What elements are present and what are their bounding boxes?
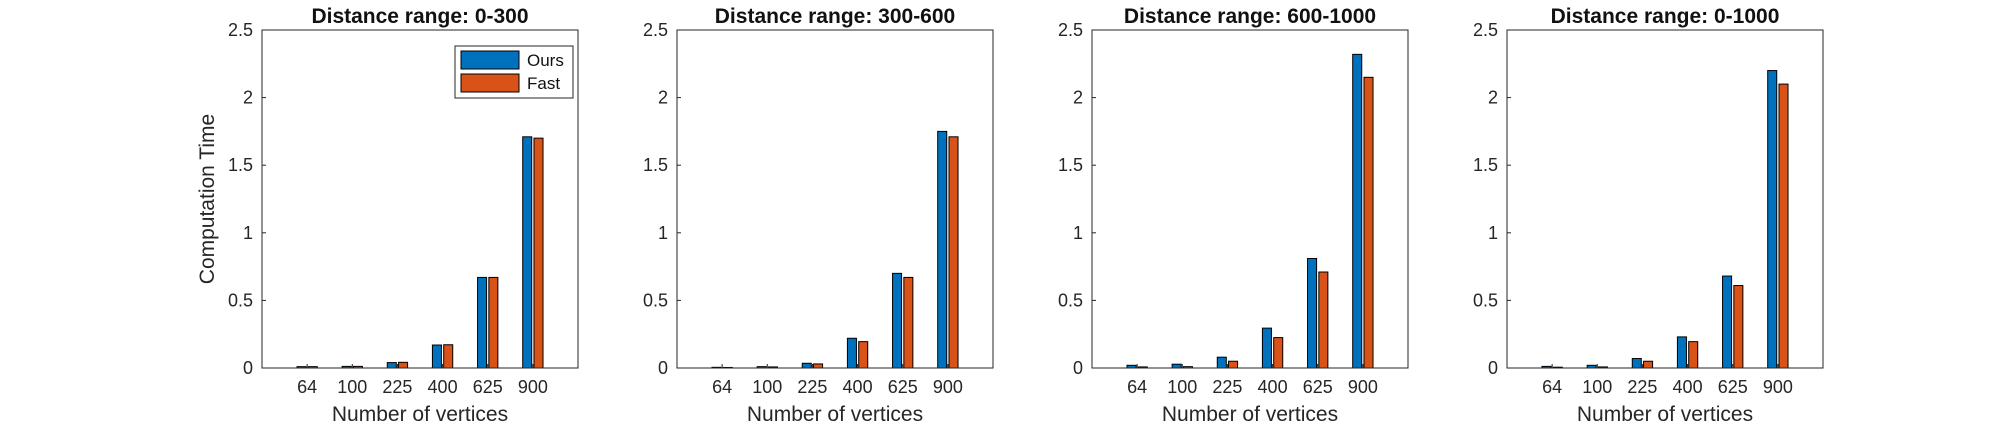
chart-3-ytick-label: 2.5 <box>1473 20 1498 40</box>
chart-3-bar-ours-225 <box>1631 358 1642 369</box>
chart-1-bar-fast-225 <box>813 363 824 369</box>
chart-0-bar-fast-400 <box>443 344 454 369</box>
chart-0-xtick-label: 225 <box>382 377 412 397</box>
chart-1-xtick-label: 225 <box>797 377 827 397</box>
chart-1-ytick-label: 0.5 <box>643 290 668 310</box>
chart-2-bar-fast-625 <box>1318 271 1329 369</box>
chart-0-legend-label-ours: Ours <box>527 51 564 70</box>
chart-1-xtick-label: 100 <box>752 377 782 397</box>
chart-2-title: Distance range: 600-1000 <box>1124 5 1376 28</box>
chart-3-xtick-label: 625 <box>1718 377 1748 397</box>
chart-2-xtick-label: 64 <box>1127 377 1147 397</box>
chart-0-bar-ours-625 <box>477 276 488 369</box>
chart-2-bar-ours-625 <box>1307 257 1318 369</box>
chart-2-xtick-label: 100 <box>1167 377 1197 397</box>
chart-0-ytick-label: 2 <box>243 88 253 108</box>
chart-3-ytick-label: 2 <box>1488 88 1498 108</box>
chart-3-xtick-label: 100 <box>1582 377 1612 397</box>
chart-0-xtick-label: 100 <box>337 377 367 397</box>
chart-1-bar-fast-900 <box>948 136 959 369</box>
chart-3-bar-fast-625 <box>1733 285 1744 369</box>
chart-0-xtick-label: 900 <box>518 377 548 397</box>
chart-1-ytick-label: 1 <box>658 223 668 243</box>
chart-1-ytick-label: 1.5 <box>643 155 668 175</box>
chart-2-bar-ours-400 <box>1261 327 1272 369</box>
chart-1-ytick-label: 0 <box>658 358 668 378</box>
chart-3-axes-box <box>1506 29 1824 369</box>
chart-1-ytick-label: 2.5 <box>643 20 668 40</box>
chart-0-bar-fast-900 <box>533 137 544 369</box>
chart-3-bar-ours-400 <box>1676 336 1687 369</box>
chart-1-ytick-label: 2 <box>658 88 668 108</box>
chart-3-ytick-label: 0.5 <box>1473 290 1498 310</box>
chart-2-ytick-label: 2.5 <box>1058 20 1083 40</box>
chart-0-ytick-label: 2.5 <box>228 20 253 40</box>
chart-2-xtick-label: 400 <box>1258 377 1288 397</box>
chart-0-axes-box <box>261 29 579 369</box>
chart-3-xtick-label: 400 <box>1673 377 1703 397</box>
chart-1-x-axis-label: Number of vertices <box>747 403 923 426</box>
chart-2-ytick-label: 1 <box>1073 223 1083 243</box>
chart-0-ytick-label: 0.5 <box>228 290 253 310</box>
chart-0-y-axis-label: Computation Time <box>196 114 219 284</box>
chart-1-xtick-label: 400 <box>843 377 873 397</box>
chart-2-axes-box <box>1091 29 1409 369</box>
chart-2-ytick-label: 2 <box>1073 88 1083 108</box>
chart-1-bar-fast-400 <box>858 341 869 369</box>
chart-0-legend-label-fast: Fast <box>527 74 560 93</box>
chart-2-xtick-label: 900 <box>1348 377 1378 397</box>
chart-2-bar-ours-225 <box>1216 356 1227 369</box>
chart-3-xtick-label: 225 <box>1627 377 1657 397</box>
chart-3-bar-ours-900 <box>1767 70 1778 369</box>
chart-0-bar-ours-225 <box>386 362 397 369</box>
chart-2-bar-ours-100 <box>1171 363 1182 369</box>
chart-3-x-axis-label: Number of vertices <box>1577 403 1753 426</box>
chart-0-legend-swatch-fast <box>460 73 520 93</box>
chart-1-axes-box <box>676 29 994 369</box>
chart-3-ytick-label: 1.5 <box>1473 155 1498 175</box>
chart-3-ytick-label: 1 <box>1488 223 1498 243</box>
chart-0-xtick-label: 64 <box>297 377 317 397</box>
chart-3-title: Distance range: 0-1000 <box>1551 5 1780 28</box>
chart-0-bar-ours-900 <box>522 136 533 369</box>
chart-2-ytick-label: 0.5 <box>1058 290 1083 310</box>
chart-1-xtick-label: 64 <box>712 377 732 397</box>
chart-2-xtick-label: 225 <box>1212 377 1242 397</box>
chart-1-bar-ours-625 <box>892 272 903 369</box>
chart-0-title: Distance range: 0-300 <box>311 5 528 28</box>
chart-0-bar-fast-625 <box>488 276 499 369</box>
chart-2-bar-fast-225 <box>1228 360 1239 369</box>
chart-3-xtick-label: 900 <box>1763 377 1793 397</box>
chart-2-ytick-label: 1.5 <box>1058 155 1083 175</box>
chart-3-ytick-label: 0 <box>1488 358 1498 378</box>
chart-0-legend-swatch-ours <box>460 50 520 70</box>
chart-1-bar-ours-900 <box>937 130 948 369</box>
chart-1-bar-ours-400 <box>846 337 857 369</box>
chart-0-ytick-label: 0 <box>243 358 253 378</box>
chart-3-xtick-label: 64 <box>1542 377 1562 397</box>
chart-2-x-axis-label: Number of vertices <box>1162 403 1338 426</box>
chart-3-bar-fast-225 <box>1643 360 1654 369</box>
chart-2-bar-ours-900 <box>1352 53 1363 369</box>
chart-2-bar-fast-400 <box>1273 337 1284 369</box>
chart-2-bar-fast-900 <box>1363 76 1374 369</box>
chart-2-ytick-label: 0 <box>1073 358 1083 378</box>
chart-1-title: Distance range: 300-600 <box>715 5 955 28</box>
chart-3-bar-ours-625 <box>1722 275 1733 369</box>
chart-1-bar-ours-225 <box>801 362 812 369</box>
chart-0-xtick-label: 400 <box>428 377 458 397</box>
chart-0-xtick-label: 625 <box>473 377 503 397</box>
chart-0-x-axis-label: Number of vertices <box>332 403 508 426</box>
chart-0-bar-ours-400 <box>431 344 442 369</box>
chart-0-bar-fast-225 <box>398 361 409 369</box>
chart-0-ytick-label: 1 <box>243 223 253 243</box>
chart-2-xtick-label: 625 <box>1303 377 1333 397</box>
chart-1-bar-fast-625 <box>903 276 914 369</box>
chart-0-ytick-label: 1.5 <box>228 155 253 175</box>
chart-1-xtick-label: 900 <box>933 377 963 397</box>
chart-3-bar-fast-400 <box>1688 341 1699 369</box>
chart-3-bar-fast-900 <box>1778 83 1789 369</box>
chart-1-xtick-label: 625 <box>888 377 918 397</box>
